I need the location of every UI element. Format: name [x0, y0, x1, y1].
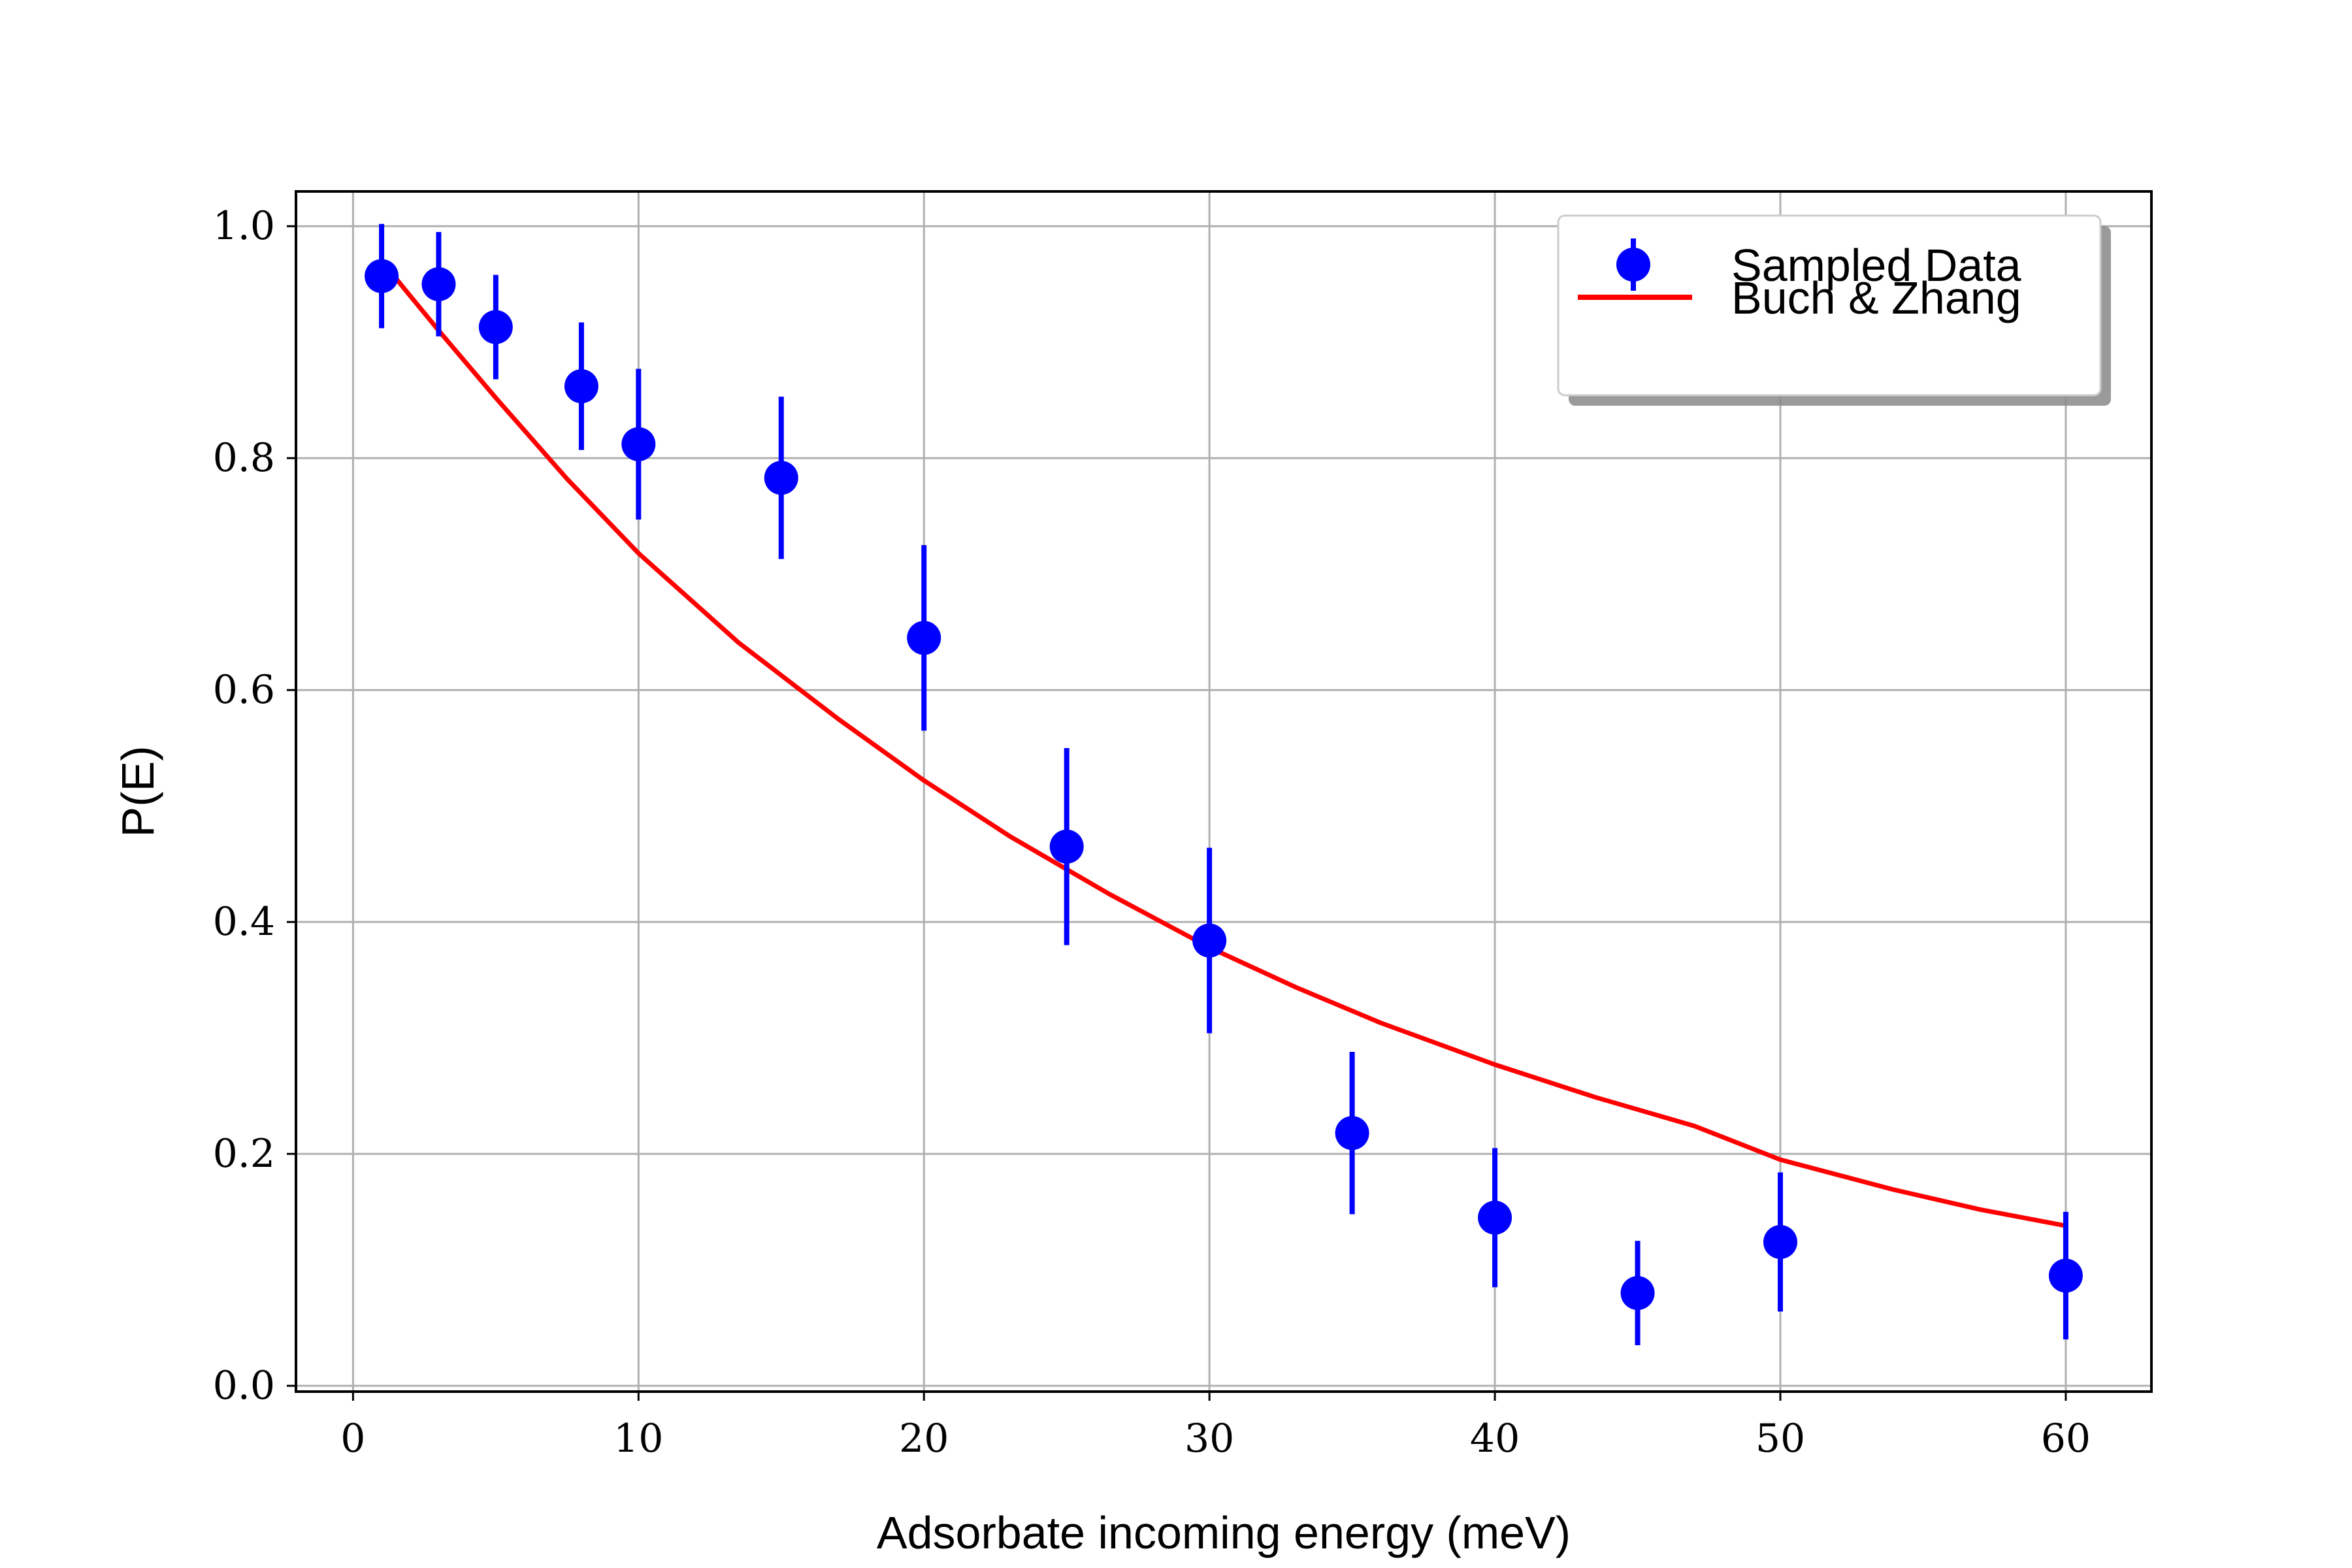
- data-point: [621, 427, 656, 461]
- y-tick-label: 0.2: [213, 1131, 275, 1177]
- y-tick-label: 1.0: [213, 203, 275, 249]
- model-curve: [394, 276, 2066, 1228]
- plot-area-frame: [295, 190, 2153, 1393]
- x-tick-label: 0: [340, 1416, 365, 1462]
- data-point: [365, 259, 399, 293]
- data-point: [2048, 1258, 2083, 1293]
- x-tick-label: 40: [1470, 1416, 1520, 1462]
- data-point: [1478, 1200, 1512, 1235]
- legend-label-model: Buch & Zhang: [1731, 272, 2021, 323]
- x-tick-label: 30: [1184, 1416, 1234, 1462]
- legend-label-sampled-data: Sampled Data: [1731, 240, 2021, 291]
- data-point: [764, 461, 798, 495]
- y-axis-label: P(E): [112, 746, 163, 838]
- data-point: [1763, 1225, 1797, 1260]
- data-point: [478, 310, 513, 344]
- x-axis-label: Adsorbate incoming energy (meV): [877, 1507, 1571, 1558]
- y-tick-label: 0.6: [213, 667, 275, 713]
- y-tick-label: 0.0: [213, 1363, 275, 1409]
- data-point: [1335, 1116, 1369, 1151]
- x-tick-label: 10: [613, 1416, 663, 1462]
- x-tick-label: 50: [1756, 1416, 1805, 1462]
- data-point: [907, 621, 941, 655]
- data-point: [1192, 923, 1227, 958]
- data-point: [1049, 829, 1084, 864]
- grid: [296, 191, 2151, 1392]
- y-tick-label: 0.8: [213, 435, 275, 481]
- legend-point-marker: [1616, 248, 1650, 282]
- x-tick-label: 60: [2041, 1416, 2091, 1462]
- legend-box: [1557, 214, 2102, 397]
- model-curve-layer: [394, 276, 2066, 1228]
- data-point-layer: [365, 259, 2083, 1311]
- y-tick-label: 0.4: [213, 899, 275, 945]
- data-point: [1620, 1276, 1655, 1311]
- data-point: [564, 369, 598, 404]
- x-tick-label: 20: [899, 1416, 949, 1462]
- data-point: [421, 267, 456, 301]
- axis-ticks: 0 10 20 30 40 50 60 0.0 0.2 0.4 0.6 0.8 1.0: [213, 203, 2091, 1462]
